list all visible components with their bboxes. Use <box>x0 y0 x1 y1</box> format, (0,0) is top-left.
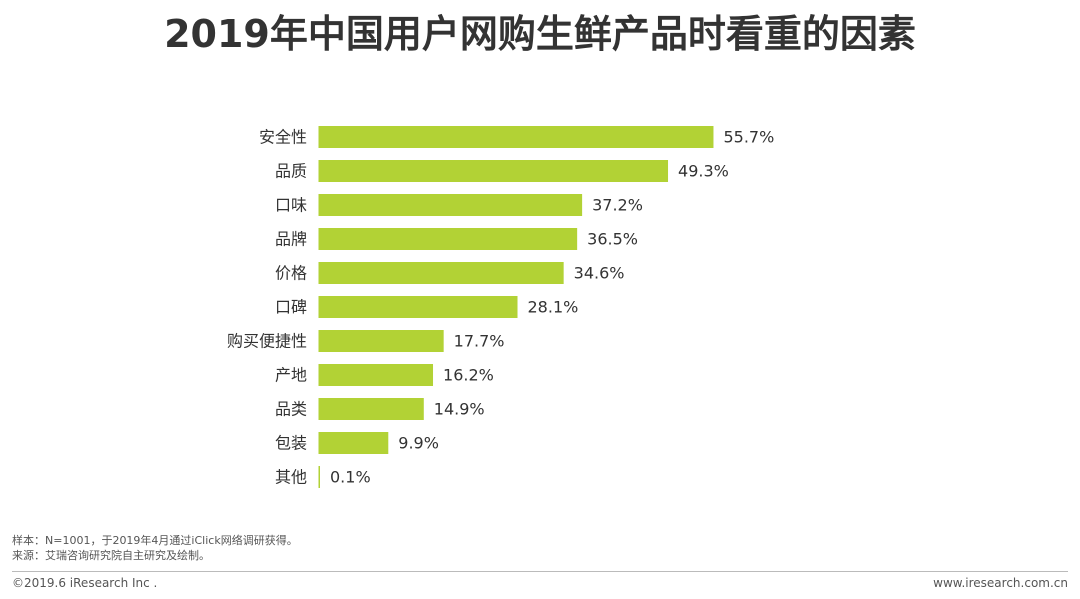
bar-10 <box>318 466 320 488</box>
category-label: 购买便捷性 <box>227 332 307 351</box>
website-text: www.iresearch.com.cn <box>933 576 1068 590</box>
category-label: 品质 <box>275 162 307 181</box>
category-label: 口味 <box>275 196 307 215</box>
bar-7 <box>318 364 434 386</box>
value-label: 36.5% <box>587 230 638 249</box>
value-label: 14.9% <box>434 400 485 419</box>
value-label: 9.9% <box>398 434 439 453</box>
copyright-text: ©2019.6 iResearch Inc . <box>12 576 158 590</box>
value-label: 49.3% <box>678 162 729 181</box>
chart-notes: 样本：N=1001，于2019年4月通过iClick网络调研获得。 来源：艾瑞咨… <box>12 533 298 563</box>
value-label: 17.7% <box>454 332 505 351</box>
chart-title: 2019年中国用户网购生鲜产品时看重的因素 <box>164 12 916 56</box>
bar-2 <box>318 194 583 216</box>
bars-layer: 安全性 55.7% 品质 49.3% 口味 37.2% 品牌 36.5% 价格 34.6% 口碑 28… <box>227 126 774 488</box>
category-label: 口碑 <box>275 298 307 317</box>
value-label: 28.1% <box>528 298 579 317</box>
category-label: 品牌 <box>275 230 307 249</box>
category-label: 包装 <box>275 434 307 453</box>
category-label: 安全性 <box>259 128 307 147</box>
footer-divider <box>12 571 1068 572</box>
bar-5 <box>318 296 518 318</box>
bar-8 <box>318 398 424 420</box>
category-label: 产地 <box>275 366 307 385</box>
category-label: 品类 <box>275 400 307 419</box>
category-label: 价格 <box>275 264 307 283</box>
bar-6 <box>318 330 444 352</box>
value-label: 34.6% <box>574 264 625 283</box>
value-label: 0.1% <box>330 468 371 487</box>
bar-3 <box>318 228 578 250</box>
value-label: 16.2% <box>443 366 494 385</box>
bar-1 <box>318 160 669 182</box>
bar-9 <box>318 432 389 454</box>
bar-4 <box>318 262 564 284</box>
value-label: 37.2% <box>592 196 643 215</box>
value-label: 55.7% <box>723 128 774 147</box>
sample-note: 样本：N=1001，于2019年4月通过iClick网络调研获得。 <box>12 534 298 547</box>
category-label: 其他 <box>275 468 307 487</box>
bar-0 <box>318 126 714 148</box>
source-note: 来源：艾瑞咨询研究院自主研究及绘制。 <box>12 549 210 562</box>
